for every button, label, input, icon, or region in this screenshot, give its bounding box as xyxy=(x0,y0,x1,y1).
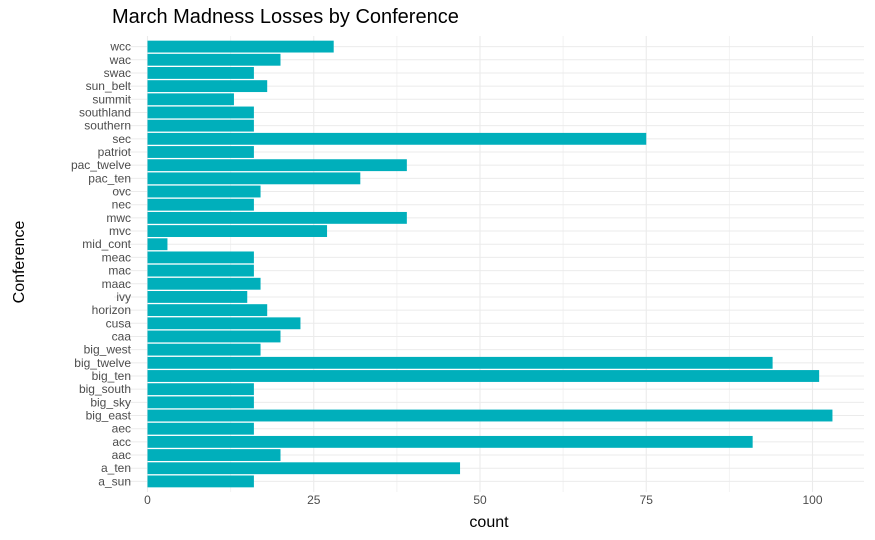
bar-big_south xyxy=(147,383,254,396)
y-tick-label: mid_cont xyxy=(82,237,131,251)
y-tick-label: nec xyxy=(112,198,131,212)
bar-wac xyxy=(147,53,281,66)
y-tick-label: big_sky xyxy=(90,395,131,409)
y-tick-label: cusa xyxy=(106,316,132,330)
bar-big_west xyxy=(147,343,261,356)
x-tick-label: 75 xyxy=(640,493,654,507)
bar-pac_ten xyxy=(147,172,361,185)
y-tick-label: summit xyxy=(92,92,131,106)
y-tick-label: southern xyxy=(84,119,131,133)
y-tick-label: pac_ten xyxy=(88,171,131,185)
y-tick-label: wac xyxy=(109,53,131,67)
y-tick-label: mvc xyxy=(109,224,131,238)
chart-title: March Madness Losses by Conference xyxy=(112,6,459,28)
y-tick-label: ivy xyxy=(116,290,131,304)
bar-summit xyxy=(147,93,234,106)
y-tick-label: maac xyxy=(102,277,131,291)
y-tick-label: swac xyxy=(104,66,131,80)
bar-mvc xyxy=(147,225,328,237)
y-tick-labels: a_suna_tenaacaccaecbig_eastbig_skybig_so… xyxy=(71,40,132,489)
bar-mwc xyxy=(147,211,407,224)
bar-patriot xyxy=(147,146,254,158)
y-tick-label: acc xyxy=(112,435,131,449)
x-tick-label: 0 xyxy=(144,493,151,507)
y-tick-label: ovc xyxy=(112,185,131,199)
y-tick-label: horizon xyxy=(92,303,131,317)
bar-swac xyxy=(147,67,254,79)
y-tick-label: meac xyxy=(102,250,131,264)
y-tick-label: patriot xyxy=(98,145,132,159)
bars xyxy=(147,40,833,488)
bar-sun_belt xyxy=(147,80,268,93)
bar-maac xyxy=(147,277,261,290)
bar-meac xyxy=(147,251,254,264)
bar-big_sky xyxy=(147,396,254,409)
y-tick-label: big_south xyxy=(79,382,131,396)
x-tick-labels: 0 25 50 75 100 xyxy=(144,493,823,507)
y-tick-label: big_west xyxy=(84,343,132,357)
bar-a_sun xyxy=(147,475,254,488)
y-tick-label: a_sun xyxy=(98,474,131,488)
y-tick-label: pac_twelve xyxy=(71,158,131,172)
y-axis-title: Conference xyxy=(11,221,28,304)
y-tick-label: big_ten xyxy=(92,369,131,383)
bar-horizon xyxy=(147,304,268,317)
bar-big_east xyxy=(147,409,833,422)
y-tick-label: wcc xyxy=(109,40,131,54)
bar-big_ten xyxy=(147,370,820,382)
bar-mac xyxy=(147,264,254,277)
x-tick-label: 100 xyxy=(802,493,822,507)
x-axis-title: count xyxy=(469,514,509,531)
bar-sec xyxy=(147,132,647,145)
bar-a_ten xyxy=(147,462,461,475)
y-tick-label: sun_belt xyxy=(86,79,132,93)
y-tick-label: southland xyxy=(79,105,131,119)
x-tick-label: 50 xyxy=(473,493,487,507)
bar-southern xyxy=(147,119,254,132)
x-tick-label: 25 xyxy=(307,493,321,507)
y-tick-label: mwc xyxy=(106,211,131,225)
bar-wcc xyxy=(147,40,334,53)
bar-cusa xyxy=(147,317,301,330)
y-tick-label: a_ten xyxy=(101,461,131,475)
bar-big_twelve xyxy=(147,356,773,369)
y-tick-label: big_east xyxy=(86,409,132,423)
bar-nec xyxy=(147,198,254,211)
bar-ovc xyxy=(147,185,261,198)
bar-aec xyxy=(147,422,254,435)
y-tick-label: mac xyxy=(108,264,131,278)
bar-pac_twelve xyxy=(147,159,407,172)
y-tick-label: caa xyxy=(112,329,132,343)
y-tick-label: aec xyxy=(112,422,131,436)
y-tick-label: sec xyxy=(112,132,131,146)
bar-ivy xyxy=(147,291,248,303)
y-tick-label: aac xyxy=(112,448,131,462)
bar-aac xyxy=(147,449,281,461)
y-tick-label: big_twelve xyxy=(74,356,131,370)
bar-mid_cont xyxy=(147,238,168,251)
bar-acc xyxy=(147,435,753,448)
bar-southland xyxy=(147,106,254,119)
bar-caa xyxy=(147,330,281,343)
